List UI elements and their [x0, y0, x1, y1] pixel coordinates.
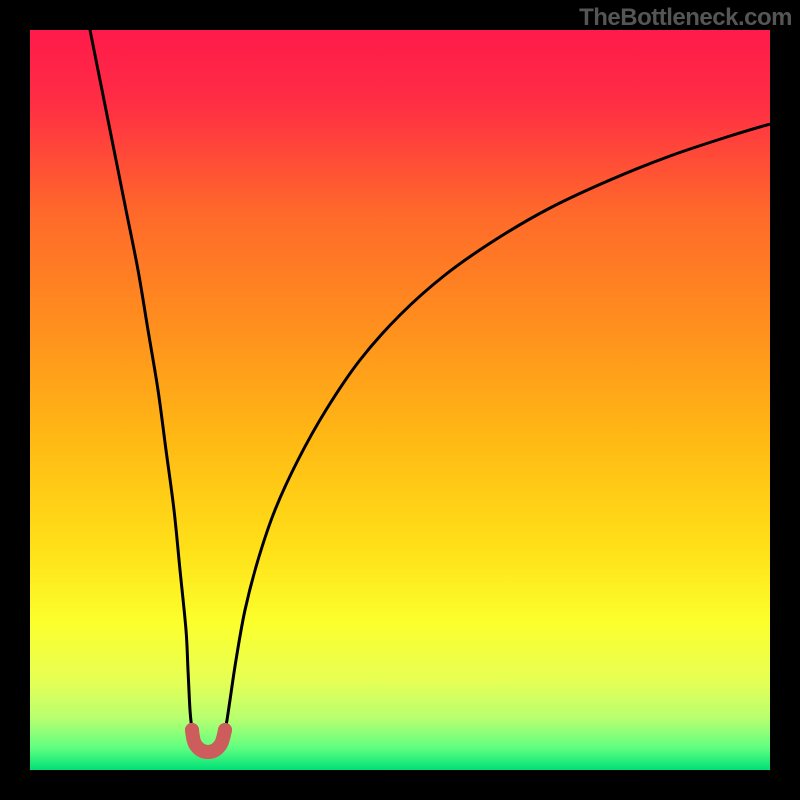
chart-container: TheBottleneck.com: [0, 0, 800, 800]
curve-right-branch: [225, 124, 770, 730]
plot-area: [30, 30, 770, 770]
curve-left-branch: [90, 30, 192, 730]
curve-layer: [30, 30, 770, 770]
watermark-text: TheBottleneck.com: [579, 4, 792, 32]
curve-bottom-dots: [185, 723, 232, 737]
